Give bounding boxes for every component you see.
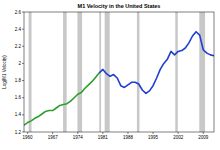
recession-band bbox=[63, 12, 67, 132]
x-tick bbox=[27, 132, 28, 134]
y-tick bbox=[22, 80, 24, 81]
y-tick bbox=[22, 46, 24, 47]
y-tick bbox=[22, 63, 24, 64]
y-tick bbox=[22, 97, 24, 98]
plot-frame bbox=[24, 12, 214, 132]
y-axis-label: Log(M1 Velocity) bbox=[2, 55, 7, 89]
y-tick-label: 2.2 bbox=[15, 44, 22, 49]
x-tick-label: 1981 bbox=[98, 135, 109, 140]
y-tick-label: 2.4 bbox=[15, 27, 22, 32]
x-tick-label: 1995 bbox=[148, 135, 159, 140]
x-tick-label: 1988 bbox=[123, 135, 134, 140]
x-tick bbox=[153, 132, 154, 134]
x-tick bbox=[52, 132, 53, 134]
chart: 1960 1967 1974 1981 1988 1995 2002 2009 1.2 1.4 1.… bbox=[0, 0, 220, 150]
x-tick bbox=[102, 132, 103, 134]
recession-band bbox=[77, 12, 82, 132]
title: M1 Velocity in the United States bbox=[78, 3, 161, 9]
y-tick-label: 2.6 bbox=[15, 10, 22, 15]
y-tick bbox=[22, 132, 24, 133]
x-tick bbox=[127, 132, 128, 134]
x-tick bbox=[77, 132, 78, 134]
x-tick-label: 2002 bbox=[173, 135, 184, 140]
y-tick-label: 1.6 bbox=[15, 95, 22, 100]
recession-band bbox=[29, 12, 32, 132]
recession-band bbox=[199, 12, 205, 132]
y-tick bbox=[22, 12, 24, 13]
plot-area bbox=[24, 12, 214, 132]
y-tick-label: 1.2 bbox=[15, 130, 22, 135]
recession-band bbox=[175, 12, 178, 132]
y-tick-label: 1.4 bbox=[15, 112, 22, 117]
series-line bbox=[24, 73, 99, 125]
x-tick-label: 1967 bbox=[48, 135, 59, 140]
y-tick bbox=[22, 29, 24, 30]
x-tick bbox=[203, 132, 204, 134]
y-tick-label: 1.8 bbox=[15, 78, 22, 83]
y-tick-label: 2 bbox=[18, 61, 21, 66]
x-tick-label: 1974 bbox=[73, 135, 84, 140]
x-tick bbox=[178, 132, 179, 134]
y-tick bbox=[22, 114, 24, 115]
series-line bbox=[99, 32, 214, 94]
x-tick-label: 1960 bbox=[23, 135, 34, 140]
x-tick-label: 2009 bbox=[198, 135, 209, 140]
recession-band bbox=[137, 12, 140, 132]
